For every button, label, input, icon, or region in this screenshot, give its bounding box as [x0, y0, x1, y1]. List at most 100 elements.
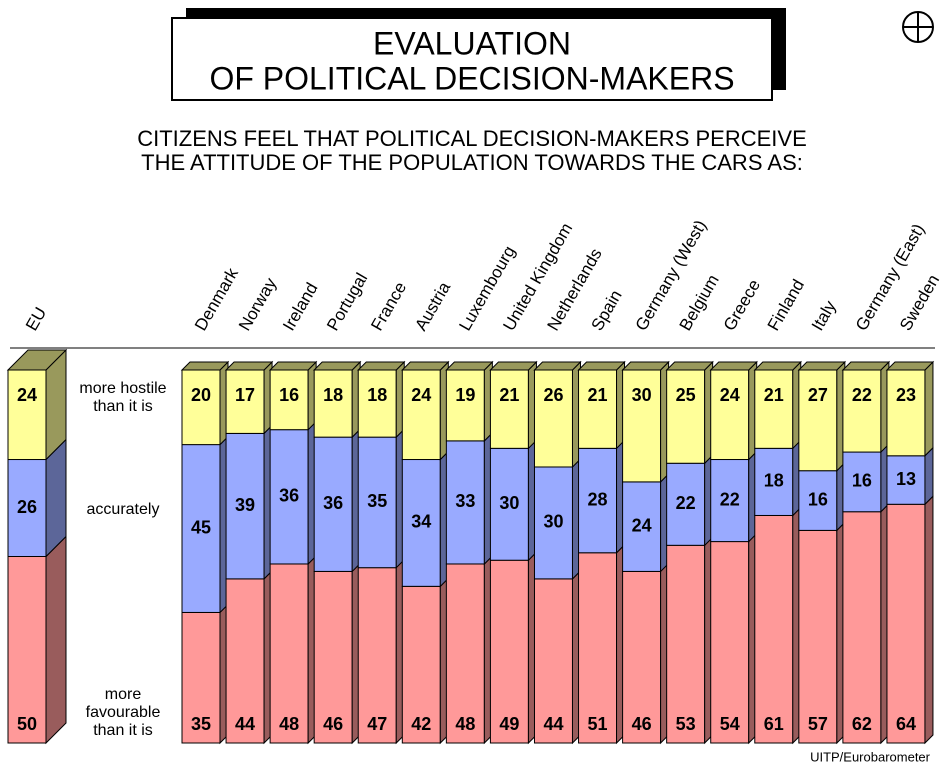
value-label: 54	[720, 714, 740, 734]
x-tick-label: Finland	[764, 276, 808, 334]
series-label: more favourable than it is	[85, 686, 161, 739]
value-label: 62	[852, 714, 872, 734]
value-label: 42	[411, 714, 431, 734]
value-label: 18	[367, 385, 387, 405]
series-label: accurately	[86, 501, 160, 518]
value-label: 20	[191, 385, 211, 405]
bar-segment	[798, 369, 838, 472]
bar-segment	[445, 440, 485, 565]
value-label: 61	[764, 714, 784, 734]
bar-segment	[445, 369, 485, 442]
bar-segment	[489, 447, 529, 561]
value-label: 16	[279, 385, 299, 405]
x-tick-label: Greece	[720, 276, 764, 334]
bar-segment	[754, 369, 794, 449]
value-label: 30	[499, 493, 519, 513]
bar-segment	[7, 556, 47, 744]
value-label: 17	[235, 385, 255, 405]
bar-segment	[798, 470, 838, 531]
bar-top	[709, 361, 758, 371]
value-label: 19	[455, 385, 475, 405]
bar-top	[665, 361, 714, 371]
bar-segment	[666, 369, 706, 464]
bar-side	[45, 535, 67, 745]
value-label: 18	[323, 385, 343, 405]
bar-segment	[798, 529, 838, 744]
bar-segment	[269, 429, 309, 565]
x-tick-label: Norway	[235, 274, 281, 334]
value-label: 21	[499, 385, 519, 405]
x-tick-label: EU	[22, 304, 50, 334]
value-label: 64	[896, 714, 916, 734]
value-label: 48	[279, 714, 299, 734]
bar-segment	[666, 544, 706, 744]
value-label: 51	[588, 714, 608, 734]
bar-segment	[401, 585, 441, 744]
bar-segment	[489, 559, 529, 744]
value-label: 22	[676, 493, 696, 513]
bar-segment	[181, 369, 221, 446]
value-label: 24	[632, 515, 652, 535]
bar-top	[621, 361, 670, 371]
bar-segment	[7, 369, 47, 461]
bar-top	[6, 349, 68, 371]
bar-segment	[710, 369, 750, 461]
title-line: OF POLITICAL DECISION-MAKERS	[209, 60, 734, 96]
value-label: 35	[367, 491, 387, 511]
x-tick-label: Ireland	[279, 279, 321, 334]
value-label: 24	[720, 385, 740, 405]
value-label: 22	[720, 489, 740, 509]
bar-side	[924, 446, 934, 506]
value-label: 47	[367, 714, 387, 734]
bar-segment	[269, 563, 309, 744]
value-label: 18	[764, 471, 784, 491]
bar-segment	[401, 459, 441, 587]
bar-segment	[578, 369, 618, 449]
bar-segment	[578, 552, 618, 744]
value-label: 45	[191, 517, 211, 537]
value-label: 23	[896, 385, 916, 405]
value-label: 34	[411, 512, 431, 532]
value-label: 44	[543, 714, 563, 734]
bar-segment	[622, 481, 662, 572]
value-label: 25	[676, 385, 696, 405]
bar-segment	[842, 511, 882, 744]
bar-segment	[357, 369, 397, 438]
bar-segment	[754, 514, 794, 744]
value-label: 35	[191, 714, 211, 734]
bar-top	[885, 361, 935, 371]
subtitle-line: THE ATTITUDE OF THE POPULATION TOWARDS T…	[141, 150, 803, 175]
bar-segment	[313, 570, 353, 744]
value-label: 50	[17, 714, 37, 734]
x-tick-label: France	[367, 279, 410, 334]
value-label: 46	[323, 714, 343, 734]
bar-segment	[842, 369, 882, 453]
value-label: 33	[455, 491, 475, 511]
bar-segment	[533, 369, 573, 468]
bar-segment	[886, 455, 926, 505]
value-label: 24	[17, 385, 37, 405]
value-label: 24	[411, 385, 431, 405]
value-label: 22	[852, 385, 872, 405]
bar-segment	[578, 447, 618, 554]
value-label: 53	[676, 714, 696, 734]
x-tick-label: Austria	[411, 278, 454, 334]
bar-segment	[533, 578, 573, 744]
bar-top	[489, 361, 538, 371]
bar-segment	[401, 369, 441, 461]
x-tick-label: Spain	[588, 287, 626, 334]
bar-top	[841, 361, 891, 371]
title-line: EVALUATION	[373, 25, 571, 61]
bar-top	[797, 361, 847, 371]
value-label: 27	[808, 385, 828, 405]
bar-segment	[754, 447, 794, 516]
value-label: 46	[632, 714, 652, 734]
value-label: 36	[323, 493, 343, 513]
bar-top	[533, 361, 582, 371]
bar-top	[224, 361, 274, 371]
value-label: 30	[632, 385, 652, 405]
logo	[902, 11, 934, 43]
bar-segment	[489, 369, 529, 449]
